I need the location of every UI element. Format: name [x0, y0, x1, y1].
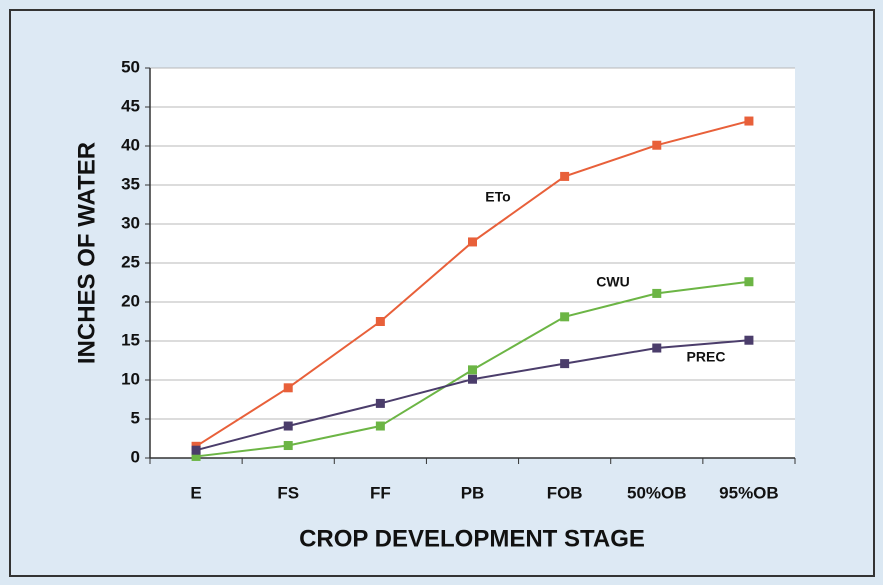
marker: [744, 335, 754, 345]
x-tick-label: 50%OB: [627, 483, 687, 502]
marker: [375, 398, 385, 408]
marker: [744, 277, 754, 287]
x-tick-label: FF: [370, 483, 391, 502]
marker: [652, 343, 662, 353]
series-label: CWU: [596, 274, 629, 290]
series-label: ETo: [485, 189, 510, 205]
marker: [283, 441, 293, 451]
y-tick-label: 0: [131, 447, 140, 466]
y-tick-label: 30: [121, 213, 140, 232]
marker: [652, 140, 662, 150]
y-tick-label: 5: [131, 408, 140, 427]
x-tick-label: FOB: [547, 483, 583, 502]
y-tick-label: 10: [121, 369, 140, 388]
marker: [468, 374, 477, 384]
marker: [191, 445, 201, 455]
x-tick-label: PB: [461, 483, 485, 502]
marker: [560, 359, 570, 369]
x-tick-label: E: [190, 483, 201, 502]
y-tick-label: 25: [121, 252, 140, 271]
y-tick-label: 45: [121, 96, 140, 115]
y-tick-label: 35: [121, 174, 140, 193]
x-tick-label: FS: [277, 483, 299, 502]
marker: [744, 116, 754, 126]
y-tick-label: 40: [121, 135, 140, 154]
marker: [191, 451, 201, 461]
marker: [560, 171, 570, 181]
marker: [375, 317, 385, 326]
marker: [468, 237, 477, 247]
y-tick-label: 50: [121, 57, 140, 76]
y-tick-label: 20: [121, 291, 140, 310]
y-tick-label: 15: [121, 330, 140, 349]
series-label: PREC: [687, 349, 726, 365]
marker: [283, 421, 293, 431]
x-axis-title: CROP DEVELOPMENT STAGE: [299, 525, 645, 552]
marker: [468, 365, 477, 375]
marker: [560, 312, 570, 322]
marker: [283, 383, 293, 393]
marker: [652, 288, 662, 298]
x-tick-label: 95%OB: [719, 483, 779, 502]
y-axis-title: INCHES OF WATER: [73, 142, 100, 364]
marker: [375, 421, 385, 431]
